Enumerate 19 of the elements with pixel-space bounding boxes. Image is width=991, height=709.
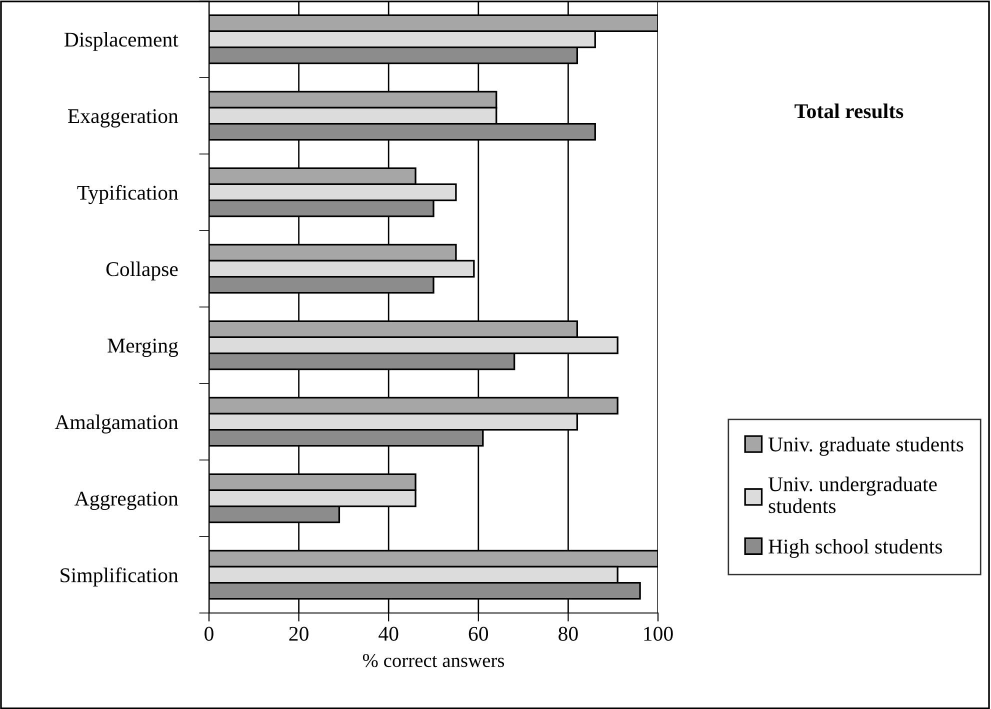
y-tick-label: Collapse bbox=[106, 262, 178, 280]
y-tick-label: Simplification bbox=[60, 567, 178, 587]
y-tick-label: Merging bbox=[108, 338, 178, 357]
text: Total results bbox=[794, 104, 904, 118]
x-tick-label: 20 bbox=[289, 626, 308, 641]
legend-label: High school students bbox=[768, 538, 942, 558]
y-tick-label: Typification bbox=[77, 184, 178, 204]
x-tick-label: 100 bbox=[644, 626, 673, 641]
y-tick-label: Exaggeration bbox=[68, 109, 178, 128]
x-tick-label: 0 bbox=[204, 626, 214, 641]
y-tick-label: Displacement bbox=[64, 32, 178, 51]
legend-label: Univ. graduate students bbox=[768, 436, 964, 456]
x-tick-label: 60 bbox=[468, 626, 488, 641]
x-tick-label: 40 bbox=[378, 626, 398, 641]
y-tick-label: Aggregation bbox=[74, 492, 178, 510]
y-tick-label: Amalgamation bbox=[54, 414, 178, 434]
legend-label: Univ. undergraduate students bbox=[768, 476, 937, 514]
x-tick-label: 80 bbox=[558, 626, 578, 641]
x-axis-title: % correct answers bbox=[362, 654, 504, 668]
